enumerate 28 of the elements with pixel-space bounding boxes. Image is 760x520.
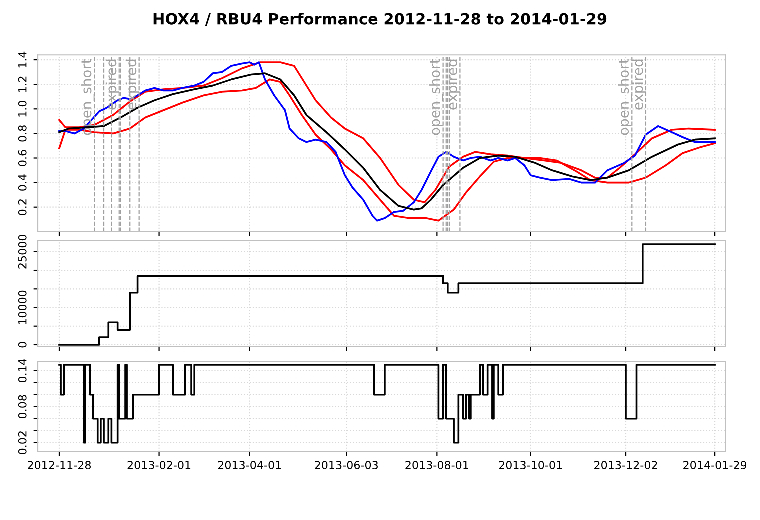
y-tick-label: 0.08 (18, 395, 27, 419)
x-tick-label: 2013-08-01 (406, 461, 468, 470)
x-tick-label: 2013-10-01 (499, 461, 562, 470)
ref-line-label: expired (106, 60, 120, 110)
y-tick-label: 0.2 (18, 200, 27, 216)
y-tick-label: 0 (18, 342, 27, 348)
y-tick-label: 25000 (18, 234, 27, 269)
x-tick-label: 2013-04-01 (218, 461, 282, 470)
y-tick-label: 1.4 (18, 52, 27, 68)
ref-line-label: expired (126, 60, 140, 110)
y-tick-label: 0.4 (18, 174, 27, 191)
x-tick-label: 2013-06-03 (315, 461, 378, 470)
ref-line-label: open_short (618, 58, 632, 136)
y-tick-label: 1.2 (18, 76, 27, 92)
ref-line-label: open_short (80, 58, 95, 136)
y-tick-label: 0.8 (18, 126, 27, 142)
ref-line-label: open_short (429, 58, 444, 136)
chart-title: HOX4 / RBU4 Performance 2012-11-28 to 2014-01-29 (154, 13, 607, 26)
y-tick-label: 1.0 (18, 101, 27, 117)
x-tick-label: 2014-01-29 (684, 461, 747, 470)
x-tick-label: 2013-12-02 (594, 461, 658, 470)
y-tick-label: 0.02 (18, 432, 27, 455)
x-tick-label: 2012-11-28 (28, 461, 92, 470)
y-tick-label: 0.6 (18, 150, 27, 166)
x-tick-label: 2013-02-01 (128, 461, 191, 470)
y-tick-label: 10000 (18, 290, 27, 324)
ref-line-label: expired (632, 60, 646, 110)
y-tick-label: 0.14 (18, 359, 27, 383)
